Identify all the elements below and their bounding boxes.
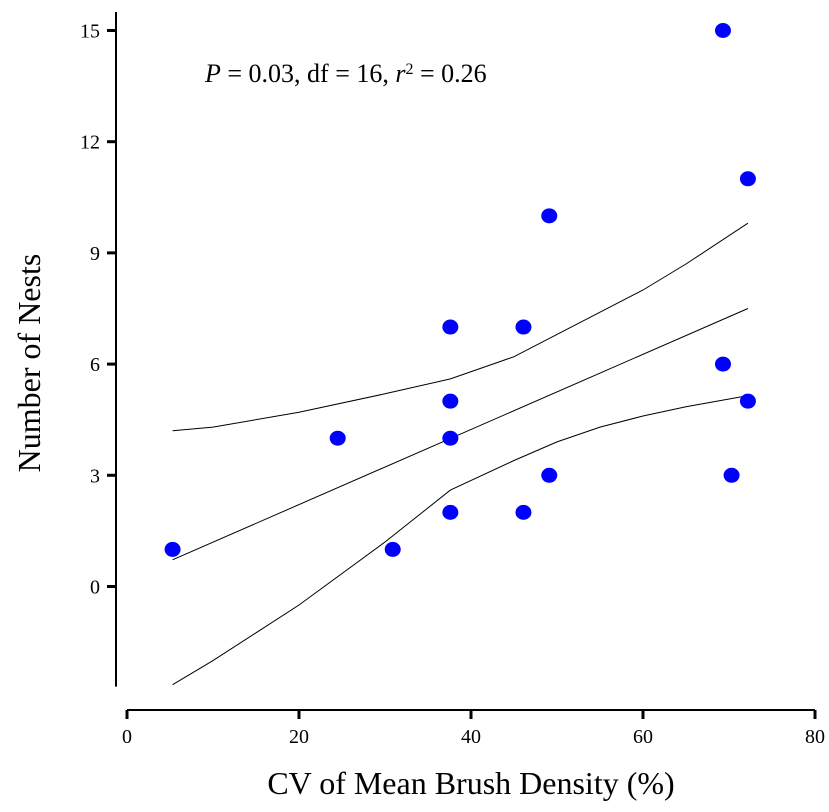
x-tick-label: 40 (461, 726, 481, 748)
annotation-r-text: = 0.26 (414, 59, 487, 88)
y-tick-label: 6 (90, 354, 100, 376)
data-point (714, 356, 731, 372)
x-tick-label: 0 (122, 726, 132, 748)
data-point (515, 504, 532, 520)
confidence-bands (172, 222, 749, 686)
data-point (442, 430, 459, 446)
x-tick-label: 80 (805, 726, 825, 748)
annotation-p-text: = 0.03, df = 16, (221, 59, 395, 88)
data-point (164, 541, 181, 557)
data-point (714, 23, 731, 38)
data-points (164, 23, 756, 557)
data-point (541, 467, 558, 483)
y-tick-label: 0 (90, 577, 100, 599)
data-point (739, 393, 756, 409)
data-point (739, 171, 756, 187)
data-point (723, 467, 740, 483)
x-tick-label: 20 (289, 726, 309, 748)
x-tick-label: 60 (633, 726, 653, 748)
data-point (515, 319, 532, 335)
data-point (384, 541, 401, 557)
stats-annotation: P = 0.03, df = 16, r2 = 0.26 (204, 59, 487, 88)
y-tick-label: 9 (90, 243, 100, 265)
y-tick-label: 15 (80, 21, 100, 43)
data-point (442, 319, 459, 335)
upper-confidence-band (172, 222, 749, 432)
y-tick-label: 12 (80, 132, 100, 154)
data-point (442, 393, 459, 409)
annotation-r-symbol: r (395, 59, 406, 88)
annotation-p-symbol: P (204, 59, 221, 88)
y-axis-title: Number of Nests (11, 254, 47, 473)
data-point (329, 430, 346, 446)
y-axis-ticks: 0 3 6 9 12 15 (80, 21, 116, 599)
data-point (442, 504, 459, 520)
data-point (541, 208, 558, 224)
axes (115, 11, 815, 711)
regression-line (172, 308, 749, 561)
x-axis-ticks: 0 20 40 60 80 (122, 710, 825, 748)
y-tick-label: 3 (90, 465, 100, 487)
annotation-r-superscript: 2 (406, 61, 414, 78)
lower-confidence-band (172, 395, 748, 686)
x-axis-title: CV of Mean Brush Density (%) (267, 765, 674, 801)
